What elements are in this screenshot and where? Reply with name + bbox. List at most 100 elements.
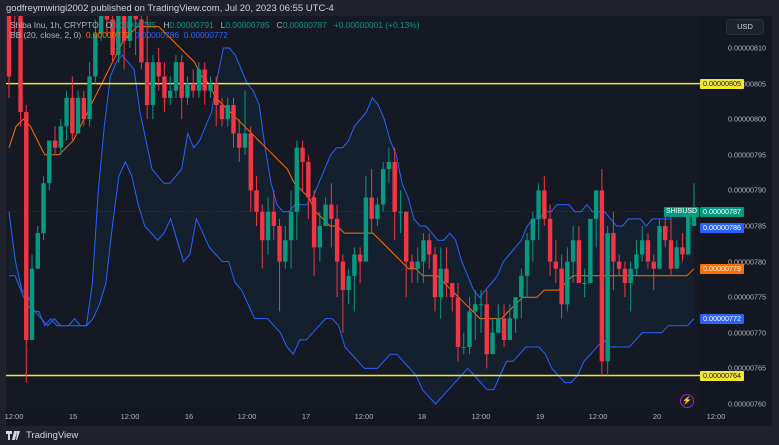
candle: [64, 97, 69, 127]
time-tick: 12:00: [237, 412, 257, 421]
low-value: 0.00000785: [225, 20, 270, 30]
candle: [484, 304, 489, 355]
tradingview-logo[interactable]: TradingView: [6, 430, 78, 441]
candle: [306, 161, 311, 198]
candle: [242, 133, 248, 148]
time-tick: 20: [652, 412, 662, 421]
candle: [588, 218, 593, 283]
candle: [81, 97, 87, 120]
currency-button[interactable]: USD: [726, 19, 764, 35]
change-value: +0.00000001 (+0.13%): [333, 20, 420, 30]
candle: [162, 76, 167, 98]
bb-indicator-title[interactable]: BB (20, close, 2, 0): [10, 30, 82, 40]
candle: [260, 211, 265, 241]
candle: [47, 140, 52, 184]
candle: [121, 16, 127, 41]
candle: [415, 261, 420, 269]
candlestick-chart[interactable]: [6, 16, 700, 408]
price-tick: 0.00000780: [728, 257, 766, 267]
candle: [461, 347, 466, 349]
time-tick: 12:00: [120, 412, 140, 421]
symbol-price-tag: SHIBUSD: [664, 206, 700, 217]
candle: [599, 190, 605, 362]
candle: [191, 83, 196, 91]
price-tick: 0.00000765: [728, 363, 766, 373]
candle: [686, 211, 691, 255]
candle: [300, 147, 305, 162]
symbol-title[interactable]: Shiba Inu, 1h, CRYPTO: [10, 20, 99, 30]
candle: [438, 268, 443, 298]
tradingview-logo-icon: [6, 431, 20, 440]
candle: [478, 304, 484, 306]
time-axis[interactable]: 12:00 15 12:00 16 12:00 17 12:00 18 12:00 19 12:00…: [4, 408, 726, 426]
candle: [93, 33, 98, 77]
lightning-icon[interactable]: ⚡: [680, 394, 694, 408]
candle: [559, 268, 564, 305]
candle: [421, 240, 426, 262]
candle: [524, 240, 530, 276]
symbol-ohlc-row: Shiba Inu, 1h, CRYPTO O0.00000785 H0.000…: [10, 20, 420, 30]
price-tick: 0.00000775: [728, 292, 766, 302]
time-tick: 12:00: [706, 412, 726, 421]
candle: [18, 16, 23, 113]
candle: [196, 69, 202, 91]
candle: [271, 211, 276, 226]
time-tick: 15: [68, 412, 78, 421]
candle: [455, 297, 461, 348]
candle: [473, 304, 478, 312]
candle: [254, 190, 259, 212]
candle: [202, 69, 207, 91]
time-tick: 12:00: [588, 412, 608, 421]
candle: [403, 211, 409, 262]
price-tick: 0.00000800: [728, 114, 766, 124]
candle: [144, 62, 150, 105]
bb-lower-value: 0.00000772: [183, 30, 228, 40]
candle: [323, 204, 328, 226]
bb-indicator-row: BB (20, close, 2, 0) 0.00000779 0.000007…: [10, 30, 420, 40]
candle: [150, 62, 156, 105]
candle: [294, 147, 300, 212]
chart-container[interactable]: Shiba Inu, 1h, CRYPTO O0.00000785 H0.000…: [4, 16, 772, 426]
candle: [357, 254, 363, 262]
bb-basis-label: 0.00000779: [700, 263, 744, 274]
candle: [87, 76, 92, 120]
candle: [35, 233, 40, 269]
candle: [622, 268, 628, 283]
candle: [225, 104, 230, 120]
price-tick: 0.00000805: [728, 79, 766, 89]
price-scale[interactable]: USD 0.00000810 0.00000805 0.00000800 0.0000…: [664, 16, 772, 426]
time-tick: 19: [535, 412, 545, 421]
candle: [133, 16, 138, 20]
candle: [110, 19, 115, 56]
candle: [231, 104, 236, 134]
candle: [346, 275, 351, 291]
candle: [467, 311, 472, 348]
candle: [427, 240, 432, 255]
candle: [375, 204, 380, 219]
last-price-label: 0.00000787: [700, 206, 744, 217]
candle: [501, 318, 507, 340]
resistance-level-label: 0.00000805: [700, 78, 744, 89]
candle: [363, 197, 369, 262]
candle: [208, 83, 213, 91]
candle: [565, 261, 570, 305]
candle: [616, 261, 622, 269]
bb-fill: [9, 48, 694, 404]
candle: [639, 240, 645, 255]
time-tick: 16: [184, 412, 194, 421]
candle: [127, 16, 133, 41]
candle: [237, 133, 242, 148]
price-pane[interactable]: Shiba Inu, 1h, CRYPTO O0.00000785 H0.000…: [6, 16, 700, 408]
bb-lower-label: 0.00000772: [700, 313, 744, 324]
time-tick: 17: [301, 412, 311, 421]
candle: [409, 261, 415, 269]
candle: [167, 90, 173, 98]
candle: [663, 226, 668, 241]
candle: [265, 211, 271, 241]
candle: [593, 190, 599, 219]
candle: [340, 261, 346, 291]
time-tick: 12:00: [4, 412, 24, 421]
candle: [317, 226, 323, 248]
candle: [369, 197, 374, 219]
candle: [283, 240, 288, 262]
